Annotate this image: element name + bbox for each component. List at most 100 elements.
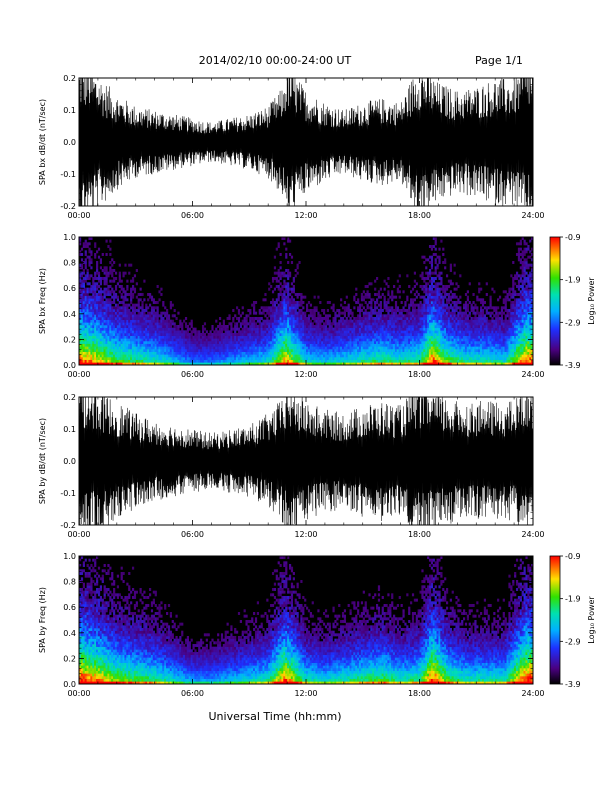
heatmap-cell — [279, 354, 282, 358]
heatmap-cell — [428, 271, 432, 275]
heatmap-cell — [417, 362, 420, 366]
heatmap-cell — [440, 319, 443, 323]
heatmap-cell — [442, 301, 445, 304]
heatmap-cell — [268, 351, 271, 355]
heatmap-cell — [430, 285, 434, 288]
heatmap-cell — [442, 295, 445, 299]
heatmap-cell — [296, 322, 299, 326]
heatmap-cell — [326, 338, 329, 342]
heatmap-cell — [290, 295, 294, 299]
heatmap-cell — [186, 357, 190, 360]
heatmap-cell — [164, 359, 167, 363]
heatmap-cell — [290, 327, 294, 331]
heatmap-cell — [137, 346, 140, 350]
heatmap-cell — [379, 287, 382, 291]
heatmap-cell — [94, 298, 97, 302]
heatmap-cell — [415, 335, 418, 339]
heatmap-cell — [194, 351, 197, 355]
heatmap-cell — [294, 341, 297, 344]
heatmap-cell — [311, 349, 314, 352]
heatmap-cell — [173, 357, 176, 360]
heatmap-cell — [336, 338, 339, 342]
heatmap-cell — [389, 335, 392, 339]
heatmap-cell — [425, 346, 428, 350]
heatmap-cell — [457, 322, 460, 326]
heatmap-cell — [419, 309, 422, 312]
heatmap-cell — [372, 351, 375, 355]
heatmap-cell — [438, 330, 441, 334]
heatmap-cell — [317, 317, 320, 320]
heatmap-cell — [449, 279, 452, 283]
heatmap-cell — [332, 346, 335, 350]
heatmap-cell — [309, 349, 312, 352]
heatmap-cell — [109, 362, 112, 366]
heatmap-cell — [302, 319, 305, 323]
heatmap-cell — [323, 333, 326, 336]
heatmap-cell — [436, 349, 439, 352]
heatmap-cell — [230, 325, 233, 328]
heatmap-cell — [434, 287, 437, 291]
heatmap-cell — [147, 349, 150, 352]
heatmap-cell — [442, 290, 445, 294]
heatmap-cell — [181, 349, 184, 352]
heatmap-cell — [304, 333, 307, 336]
heatmap-cell — [324, 351, 328, 355]
heatmap-cell — [90, 311, 93, 315]
heatmap-cell — [383, 346, 386, 350]
heatmap-cell — [143, 309, 146, 312]
heatmap-cell — [447, 309, 451, 312]
heatmap-cell — [188, 338, 191, 342]
heatmap-cell — [167, 357, 171, 360]
heatmap-cell — [347, 346, 350, 350]
heatmap-cell — [421, 333, 424, 336]
heatmap-cell — [447, 351, 451, 355]
heatmap-cell — [270, 330, 273, 334]
heatmap-cell — [99, 330, 102, 334]
heatmap-cell — [406, 354, 409, 358]
heatmap-cell — [253, 322, 256, 326]
heatmap-cell — [306, 325, 309, 328]
heatmap-cell — [143, 335, 146, 339]
heatmap-cell — [243, 327, 246, 331]
heatmap-cell — [442, 261, 445, 264]
heatmap-cell — [80, 357, 84, 360]
heatmap-cell — [118, 343, 121, 347]
heatmap-cell — [459, 338, 462, 342]
heatmap-cell — [262, 357, 265, 360]
heatmap-cell — [311, 343, 314, 347]
heatmap-cell — [449, 325, 452, 328]
heatmap-cell — [375, 335, 379, 339]
heatmap-cell — [111, 309, 114, 312]
heatmap-cell — [328, 314, 331, 318]
heatmap-cell — [141, 301, 144, 304]
heatmap-cell — [389, 319, 392, 323]
heatmap-cell — [96, 282, 99, 286]
heatmap-cell — [302, 301, 305, 304]
heatmap-cell — [158, 357, 161, 360]
heatmap-cell — [372, 327, 375, 331]
heatmap-cell — [131, 309, 135, 312]
heatmap-cell — [148, 295, 152, 299]
heatmap-cell — [391, 311, 394, 315]
heatmap-cell — [99, 293, 102, 296]
heatmap-cell — [101, 354, 104, 358]
heatmap-cell — [262, 351, 265, 355]
heatmap-cell — [351, 357, 354, 360]
heatmap-cell — [201, 333, 205, 336]
heatmap-cell — [158, 362, 161, 366]
heatmap-cell — [425, 351, 428, 355]
heatmap-cell — [82, 333, 85, 336]
heatmap-cell — [419, 303, 422, 307]
heatmap-cell — [92, 335, 95, 339]
heatmap-cell — [357, 338, 360, 342]
heatmap-cell — [156, 325, 159, 328]
heatmap-cell — [389, 349, 392, 352]
heatmap-cell — [394, 341, 398, 344]
heatmap-cell — [406, 343, 409, 347]
heatmap-cell — [434, 314, 437, 318]
heatmap-cell — [302, 327, 305, 331]
heatmap-cell — [425, 298, 428, 302]
heatmap-cell — [447, 343, 451, 347]
heatmap-cell — [232, 333, 235, 336]
heatmap-cell — [428, 354, 432, 358]
